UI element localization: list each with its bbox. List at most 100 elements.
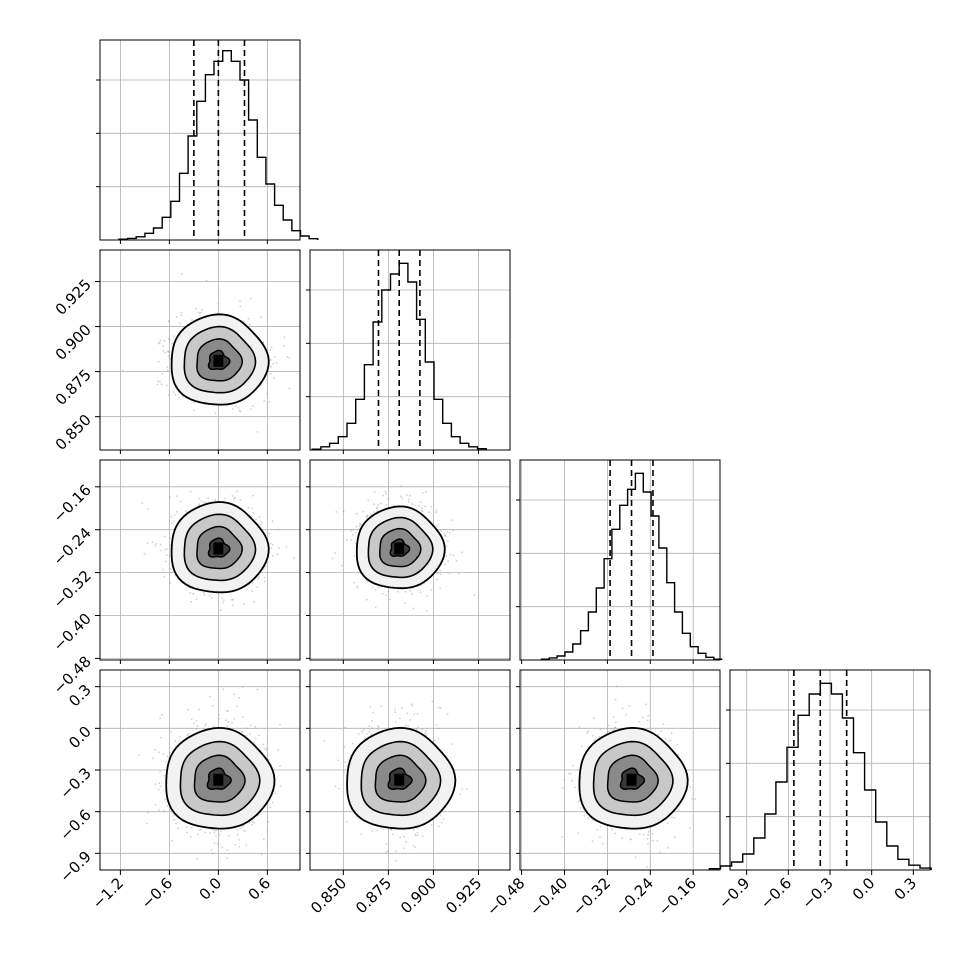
sample-point — [341, 564, 343, 567]
sample-point — [158, 341, 160, 344]
sample-point — [251, 582, 254, 585]
sample-point — [278, 547, 280, 549]
sample-point — [377, 503, 379, 506]
sample-point — [647, 833, 649, 836]
sample-point — [432, 521, 435, 524]
sample-point — [443, 532, 446, 535]
sample-point — [409, 719, 412, 721]
sample-point — [169, 358, 172, 360]
sample-point — [166, 369, 169, 372]
sample-point — [380, 705, 383, 708]
sample-point — [358, 525, 361, 527]
sample-point — [190, 826, 193, 829]
sample-point — [415, 728, 418, 731]
sample-point — [461, 788, 464, 791]
sample-point — [121, 369, 124, 372]
sample-point — [231, 598, 233, 601]
sample-point — [260, 853, 263, 856]
sample-point — [243, 320, 245, 322]
sample-point — [415, 834, 417, 837]
scatter-panel-2-1 — [309, 459, 511, 661]
sample-point — [222, 599, 225, 601]
sample-point — [444, 534, 446, 537]
sample-point — [334, 785, 337, 788]
sample-point — [173, 818, 176, 821]
sample-point — [192, 592, 195, 595]
sample-point — [405, 841, 408, 844]
sample-point — [274, 792, 276, 795]
sample-point — [563, 779, 566, 781]
sample-point — [407, 725, 410, 727]
sample-point — [195, 728, 198, 730]
sample-point — [446, 713, 449, 715]
sample-point — [363, 737, 366, 740]
sample-point — [452, 529, 454, 532]
sample-point — [439, 707, 442, 709]
sample-point — [169, 536, 171, 539]
sample-point — [152, 757, 154, 760]
sample-point — [425, 734, 428, 737]
density-peak — [213, 773, 224, 786]
sample-point — [187, 708, 189, 711]
sample-point — [256, 577, 259, 580]
sample-point — [406, 712, 409, 715]
sample-point — [162, 350, 165, 352]
sample-point — [213, 832, 216, 834]
sample-point — [164, 798, 166, 801]
sample-point — [399, 836, 401, 839]
sample-point — [147, 811, 150, 814]
sample-point — [266, 485, 269, 488]
sample-point — [362, 510, 365, 513]
sample-point — [248, 323, 251, 326]
sample-point — [242, 825, 245, 827]
sample-point — [399, 495, 402, 498]
histogram-step — [311, 262, 487, 450]
sample-point — [446, 540, 449, 543]
sample-point — [593, 717, 595, 719]
sample-point — [195, 720, 198, 722]
sample-point — [253, 741, 256, 744]
sample-point — [241, 730, 243, 733]
sample-point — [437, 523, 440, 526]
sample-point — [232, 598, 235, 601]
sample-point — [259, 523, 262, 526]
sample-point — [154, 783, 157, 785]
sample-point — [411, 704, 414, 707]
sample-point — [390, 828, 393, 831]
sample-point — [337, 787, 340, 790]
sample-point — [580, 745, 583, 748]
sample-point — [401, 707, 403, 709]
sample-point — [153, 748, 156, 751]
sample-point — [227, 721, 230, 723]
sample-point — [172, 391, 175, 393]
sample-point — [279, 723, 281, 726]
sample-point — [351, 742, 354, 745]
axes-frame — [99, 459, 301, 661]
sample-point — [198, 708, 200, 711]
sample-point — [404, 724, 407, 727]
sample-point — [196, 858, 199, 860]
sample-point — [168, 355, 171, 358]
sample-point — [263, 576, 266, 579]
sample-point — [430, 505, 432, 508]
sample-point — [440, 821, 443, 824]
sample-point — [343, 771, 345, 773]
sample-point — [251, 820, 254, 823]
sample-point — [452, 554, 455, 557]
sample-point — [231, 408, 234, 410]
sample-point — [155, 543, 158, 545]
sample-point — [421, 510, 424, 513]
density-peak — [213, 542, 224, 555]
sample-point — [154, 803, 157, 806]
sample-point — [371, 586, 374, 589]
sample-point — [350, 529, 352, 532]
sample-point — [193, 722, 196, 725]
sample-point — [249, 297, 252, 300]
sample-point — [615, 721, 617, 724]
sample-point — [368, 725, 371, 728]
sample-point — [251, 590, 253, 592]
sample-point — [270, 547, 273, 549]
sample-point — [375, 507, 378, 510]
sample-point — [608, 730, 610, 733]
sample-point — [198, 497, 201, 500]
